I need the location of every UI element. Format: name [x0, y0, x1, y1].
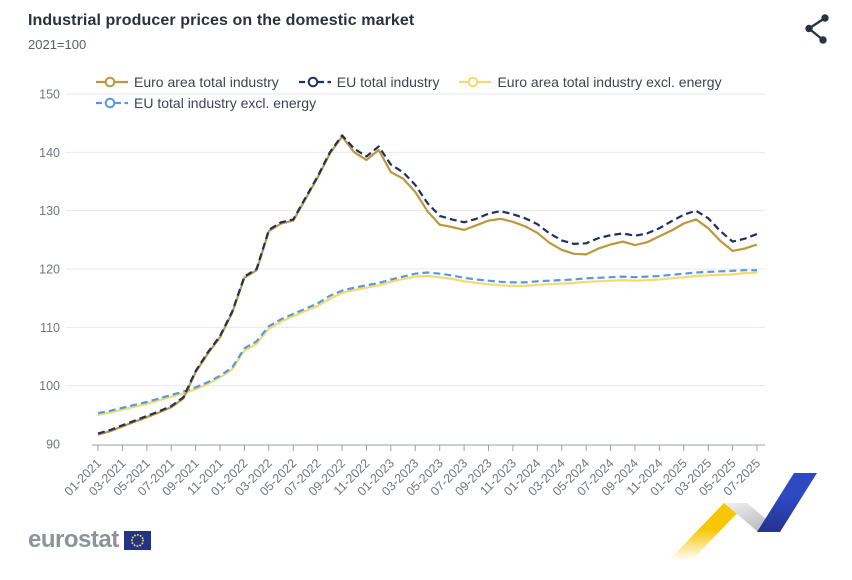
legend-label: EU total industry excl. energy	[134, 95, 317, 111]
legend-marker-euro-area-total-industry-excl-energy	[459, 76, 492, 88]
y-axis-label: 140	[39, 146, 60, 160]
y-axis-label: 150	[39, 88, 60, 102]
series-line-eu-total-industry[interactable]	[97, 134, 758, 435]
legend-label: Euro area total industry excl. energy	[497, 74, 722, 90]
y-axis-label: 130	[39, 204, 60, 218]
y-axis-label: 120	[39, 263, 60, 277]
legend-label: EU total industry	[336, 74, 440, 90]
index-note: 2021=100	[28, 37, 87, 52]
legend-item-eu-total-industry[interactable]: EU total industry	[298, 74, 440, 90]
legend-label: Euro area total industry	[134, 74, 279, 90]
series-line-eu-total-industry-excl-energy[interactable]	[97, 269, 757, 415]
legend-marker-euro-area-total-industry	[96, 76, 128, 88]
series-line-euro-area-total-industry-excl-energy[interactable]	[97, 271, 758, 416]
y-axis-label: 110	[40, 321, 60, 335]
y-axis-label: 100	[39, 379, 60, 393]
eurostat-logo[interactable]: eurostat	[28, 528, 151, 552]
legend-item-eu-total-industry-excl-energy[interactable]: EU total industry excl. energy	[96, 95, 316, 111]
page-title: Industrial producer prices on the domest…	[28, 12, 415, 29]
legend-item-euro-area-total-industry[interactable]: Euro area total industry	[96, 74, 279, 90]
eurostat-logo-text: eurostat	[28, 526, 119, 553]
y-axis-label: 90	[46, 438, 60, 452]
chart-legend: Euro area total industry EU total indust…	[96, 74, 786, 111]
legend-marker-eu-total-industry	[298, 76, 331, 88]
legend-marker-eu-total-industry-excl-energy	[96, 97, 128, 109]
share-icon[interactable]	[800, 10, 836, 46]
eu-flag-icon	[123, 530, 151, 550]
chart-canvas: 9010011012013014015001-202103-202105-202…	[39, 88, 765, 499]
series-line-euro-area-total-industry[interactable]	[97, 135, 758, 436]
legend-item-euro-area-total-industry-excl-energy[interactable]: Euro area total industry excl. energy	[459, 74, 722, 90]
